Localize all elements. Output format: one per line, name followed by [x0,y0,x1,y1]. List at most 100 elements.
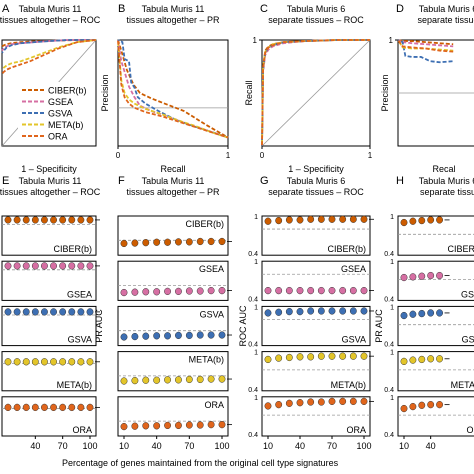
violin-g-gsea-80 [339,286,347,295]
violin-f-ciberb-20 [131,239,139,247]
x-tick-label-f-40: 40 [152,441,162,451]
subplot-frame-e-ora [1,396,97,437]
x-tick-label-h-10: 10 [399,441,409,451]
violin-g-gsva-100 [360,307,368,315]
figure-footer-xlabel: Percentage of genes maintained from the … [62,458,339,468]
violin-e-gsva-50 [40,308,48,316]
violin-e-ciberb-80 [68,216,76,224]
subplot-frame-f-metab [117,351,229,392]
violin-f-gsva-10 [120,333,128,341]
y-axis-label-d: Precision [380,74,390,111]
method-label-g-gsva: GSVA [342,335,366,345]
violin-g-ora-90 [349,397,357,406]
y-tick-label-g-metab-top: 1 [254,350,258,357]
violin-e-ora-50 [40,403,48,412]
violin-g-gsea-40 [296,286,304,295]
panel-title-g-line2: separate tissues – ROC [268,187,364,197]
violin-f-metab-80 [196,375,204,384]
violin-e-gsva-30 [22,308,30,316]
violin-h-ciberb-10 [400,218,408,227]
y-tick-label-h-ora-top: 1 [390,395,394,402]
violin-f-gsea-90 [207,286,215,295]
x-tick-label-f-10: 10 [119,441,129,451]
violin-e-gsea-20 [13,262,21,270]
subplot-frame-e-gsva [1,305,97,347]
violin-f-gsea-100 [218,286,226,295]
violin-f-ora-30 [142,422,150,430]
violin-g-ora-70 [328,397,336,406]
series-line-b-gsva [117,39,229,139]
method-label-f-gsva: GSVA [200,309,224,319]
violin-f-gsea-70 [185,287,193,295]
panel-title-c-line2: separate tissues – ROC [268,15,364,25]
subplot-frame-h-ciberb [397,215,474,256]
violin-f-gsva-60 [174,331,182,340]
method-label-e-ciberb: CIBER(b) [53,244,92,254]
diagonal-line-c [261,39,371,147]
violin-g-metab-70 [328,352,336,360]
violin-f-ora-80 [196,421,204,429]
subplot-frame-g-ora [261,396,371,437]
violin-e-gsva-70 [59,308,67,316]
violin-e-gsva-60 [50,308,58,316]
subplot-frame-e-ciberb [1,215,97,256]
violin-f-ciberb-60 [174,238,182,246]
panel-title-b-line1: Tabula Muris 11 [142,4,205,14]
series-line-b-metab [117,39,229,139]
violin-f-ora-70 [185,421,193,429]
violin-f-ora-10 [120,422,128,431]
violin-e-ciberb-20 [13,216,21,224]
violin-f-metab-70 [185,375,193,384]
violin-f-gsva-20 [131,332,139,341]
series-line-a-gsea [1,39,96,52]
series-line-d-metab [397,39,454,52]
violin-g-gsea-20 [275,286,283,295]
x-tick-label-e-40: 40 [30,441,40,451]
violin-e-gsea-80 [68,262,76,270]
violin-e-ciberb-100 [86,216,94,224]
x-tick-label-g-40: 40 [295,441,305,451]
x-tick-label-e-100: 100 [82,441,97,451]
violin-f-gsva-90 [207,331,215,339]
violin-f-ciberb-40 [153,238,161,246]
violin-e-gsva-100 [86,308,94,316]
violin-e-ora-10 [4,403,12,412]
subplot-frame-g-gsea [261,260,371,301]
violin-f-ora-100 [218,420,226,429]
violin-g-gsva-70 [328,307,336,315]
violin-g-gsea-50 [307,286,315,295]
violin-f-metab-60 [174,376,182,384]
violin-g-metab-10 [264,355,272,364]
subplot-frame-e-gsea [1,260,97,301]
violin-e-gsva-10 [4,308,12,316]
panel-title-c-line1: Tabula Muris 6 [287,4,346,14]
panel-letter-g: G [260,175,269,187]
violin-g-ora-10 [264,402,272,410]
plot-frame-b [117,39,229,147]
violin-e-metab-30 [22,358,30,366]
violin-g-metab-50 [307,353,315,361]
violin-f-gsea-60 [174,287,182,296]
violin-h-gsea-40 [427,271,435,280]
violin-g-ora-60 [317,398,325,406]
panel-title-f-line1: Tabula Muris 11 [142,176,205,186]
method-label-f-ora: ORA [204,400,224,410]
panel-title-d-line1: Tabula Muris 6 [419,4,474,14]
violin-e-ciberb-30 [22,216,30,224]
series-line-b-ora [117,39,229,139]
violin-e-gsea-50 [40,262,48,270]
violin-f-gsva-40 [153,332,161,340]
violin-h-gsva-10 [400,311,408,320]
method-label-h-gsva: GSVA [462,335,474,345]
violin-g-metab-30 [285,353,293,362]
violin-e-metab-40 [31,358,39,366]
violin-f-ciberb-10 [120,239,128,248]
violin-g-ora-40 [296,399,304,407]
violin-h-gsva-30 [418,309,426,318]
x-tick-label-c-0: 0 [260,151,265,160]
violin-h-ora-40 [427,400,435,409]
violin-f-ora-40 [153,422,161,430]
series-line-b-ciberb [117,39,229,139]
x-tick-label-g-70: 70 [327,441,337,451]
